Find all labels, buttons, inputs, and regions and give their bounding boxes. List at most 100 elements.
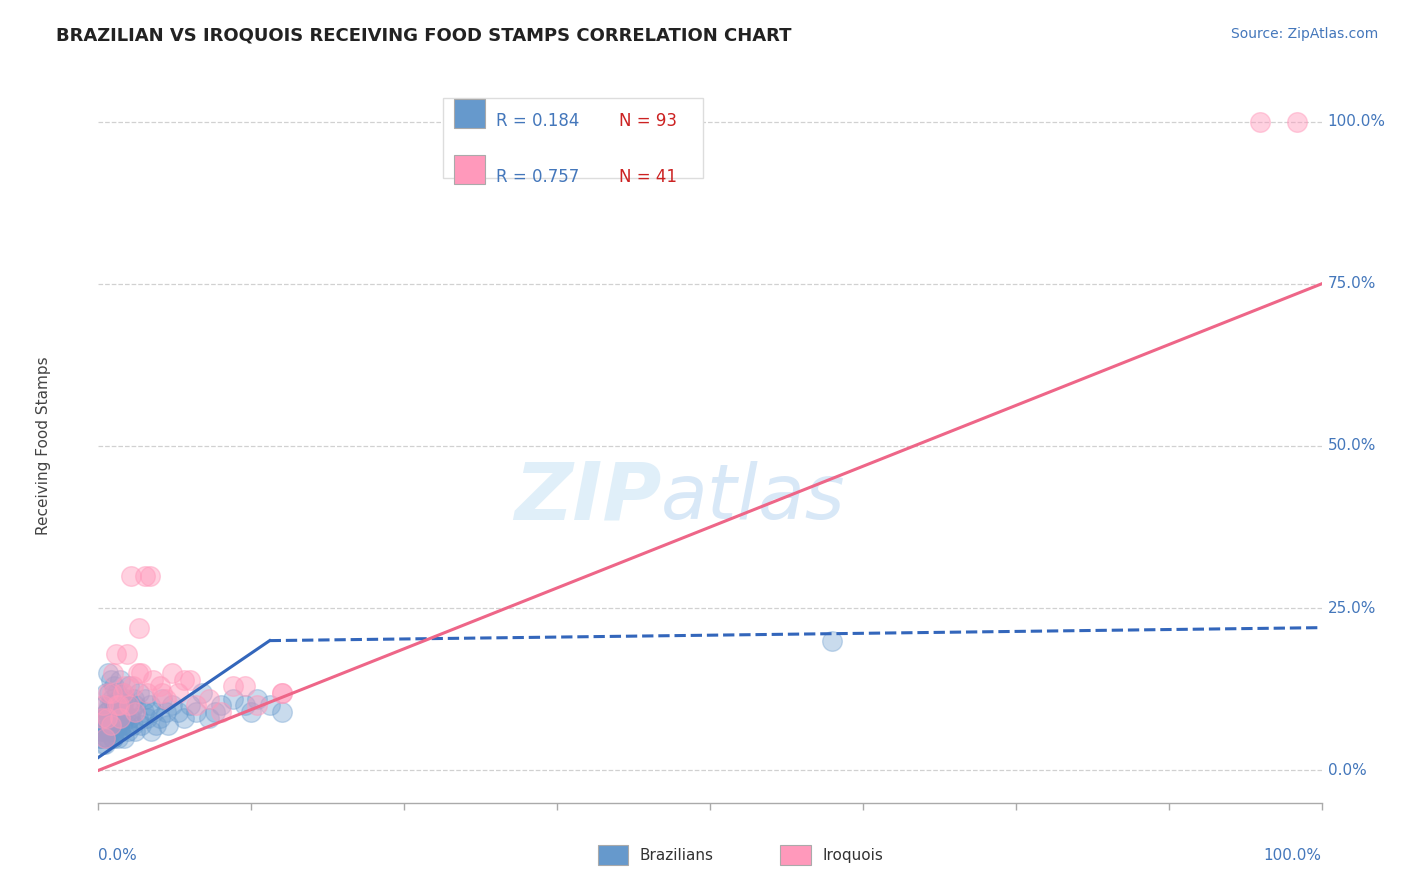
Text: ZIP: ZIP	[513, 458, 661, 537]
Point	[121, 718, 143, 732]
Point	[91, 724, 114, 739]
Text: N = 41: N = 41	[619, 168, 676, 186]
Point	[127, 711, 149, 725]
Point	[173, 711, 195, 725]
Point	[110, 711, 132, 725]
Point	[120, 568, 142, 582]
Point	[100, 724, 122, 739]
Point	[107, 705, 129, 719]
Point	[97, 685, 120, 699]
Point	[149, 711, 172, 725]
Point	[1250, 114, 1272, 128]
Point	[110, 724, 132, 739]
Point	[118, 698, 141, 713]
Point	[91, 738, 114, 752]
Text: atlas: atlas	[661, 461, 845, 535]
Point	[111, 698, 134, 713]
Point	[96, 705, 118, 719]
Text: N = 93: N = 93	[619, 112, 676, 129]
Point	[186, 705, 208, 719]
Point	[94, 718, 117, 732]
Point	[101, 731, 124, 745]
Point	[101, 692, 124, 706]
Point	[134, 568, 156, 582]
Point	[139, 568, 162, 582]
Point	[105, 698, 128, 713]
Text: R = 0.184: R = 0.184	[496, 112, 579, 129]
Point	[114, 692, 136, 706]
Point	[89, 731, 111, 745]
Point	[94, 685, 117, 699]
Point	[101, 666, 124, 681]
Point	[104, 647, 127, 661]
Point	[246, 698, 269, 713]
Text: BRAZILIAN VS IROQUOIS RECEIVING FOOD STAMPS CORRELATION CHART: BRAZILIAN VS IROQUOIS RECEIVING FOOD STA…	[56, 27, 792, 45]
Point	[191, 685, 214, 699]
Point	[100, 698, 122, 713]
Point	[91, 711, 114, 725]
Point	[97, 666, 120, 681]
Point	[204, 705, 226, 719]
Point	[108, 711, 131, 725]
Point	[105, 718, 128, 732]
Point	[821, 633, 844, 648]
Point	[186, 698, 208, 713]
Point	[1286, 114, 1309, 128]
Point	[111, 685, 134, 699]
Point	[105, 711, 128, 725]
Point	[91, 698, 114, 713]
Point	[136, 711, 159, 725]
Point	[124, 698, 146, 713]
Point	[120, 705, 142, 719]
Text: Brazilians: Brazilians	[640, 848, 714, 863]
Point	[155, 692, 177, 706]
Point	[209, 698, 232, 713]
Text: Receiving Food Stamps: Receiving Food Stamps	[37, 357, 51, 535]
Point	[155, 705, 177, 719]
Point	[111, 685, 134, 699]
Point	[270, 685, 294, 699]
Point	[96, 705, 118, 719]
Point	[103, 679, 125, 693]
Point	[139, 724, 162, 739]
Point	[101, 718, 124, 732]
Point	[128, 621, 150, 635]
Point	[167, 705, 190, 719]
Text: R = 0.757: R = 0.757	[496, 168, 579, 186]
Point	[270, 685, 294, 699]
Point	[107, 731, 129, 745]
Point	[105, 685, 128, 699]
Point	[259, 698, 281, 713]
Point	[118, 698, 141, 713]
Point	[145, 718, 167, 732]
Point	[91, 718, 114, 732]
Point	[160, 698, 183, 713]
Point	[115, 647, 138, 661]
Point	[134, 692, 156, 706]
Point	[101, 685, 124, 699]
Point	[149, 679, 172, 693]
Point	[117, 724, 139, 739]
Point	[197, 692, 219, 706]
Point	[108, 718, 131, 732]
Text: 50.0%: 50.0%	[1327, 439, 1376, 453]
Point	[120, 711, 142, 725]
Point	[111, 718, 134, 732]
Point	[132, 705, 155, 719]
Point	[98, 685, 121, 699]
Point	[98, 711, 121, 725]
Point	[100, 718, 122, 732]
Point	[127, 666, 149, 681]
Text: 100.0%: 100.0%	[1327, 114, 1386, 129]
Point	[240, 705, 263, 719]
Point	[104, 698, 127, 713]
Text: 100.0%: 100.0%	[1264, 848, 1322, 863]
Point	[142, 673, 165, 687]
Point	[150, 685, 173, 699]
Point	[101, 705, 124, 719]
Point	[128, 685, 150, 699]
Text: Source: ZipAtlas.com: Source: ZipAtlas.com	[1230, 27, 1378, 41]
Text: 75.0%: 75.0%	[1327, 277, 1376, 292]
Point	[108, 698, 131, 713]
Point	[246, 692, 269, 706]
